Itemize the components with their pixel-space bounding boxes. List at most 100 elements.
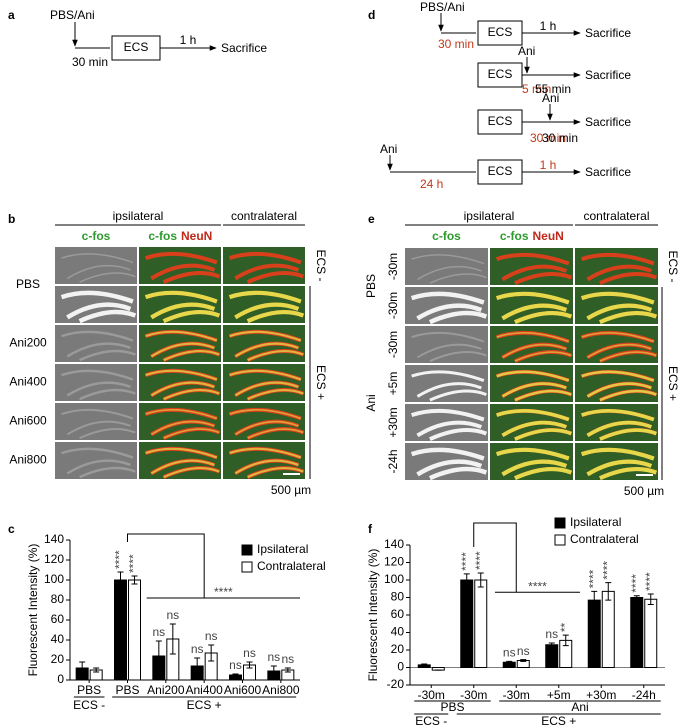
cfos-band [234, 381, 299, 397]
end-label: Sacrifice [221, 41, 267, 55]
error-bar [284, 667, 291, 673]
treatment-label: PBS/Ani [50, 8, 95, 22]
x-tick-label: -30m [503, 688, 530, 702]
cfos-band [228, 290, 302, 304]
row-label: +5m [386, 372, 400, 396]
error-bar [421, 663, 428, 667]
significance-label: ns [281, 652, 294, 666]
x-tick-label: Ani200 [147, 683, 185, 697]
row-label: Ani800 [9, 453, 47, 467]
neun-band [228, 251, 302, 265]
y-tick-label: -20 [387, 677, 405, 691]
stain-label: c-fos [500, 229, 529, 243]
error-bar [591, 590, 598, 610]
cfos-band [163, 466, 220, 479]
cfos-band [501, 459, 568, 477]
legend-swatch [554, 517, 566, 529]
bar [587, 599, 601, 668]
cfos-signal [61, 253, 134, 264]
cfos-band [501, 382, 567, 398]
cfos-band [247, 388, 304, 401]
cfos-band [247, 428, 304, 439]
cfos-signal [417, 265, 482, 281]
cfos-band [587, 343, 652, 359]
bracket-label: **** [214, 585, 233, 599]
row-label: Ani400 [9, 375, 47, 389]
neun-band [144, 251, 218, 265]
header: ipsilateral [464, 209, 515, 223]
ecs-label: ECS [488, 114, 513, 128]
side-label: ECS + [666, 366, 680, 401]
legend-swatch [241, 544, 253, 556]
cfos-band [599, 428, 658, 441]
header: contralateral [583, 209, 649, 223]
x-tick-label: Ani600 [224, 683, 262, 697]
x-tick-label: Ani800 [262, 683, 300, 697]
cfos-band [163, 428, 220, 439]
cfos-signal [66, 264, 131, 280]
significance-label: ns [152, 625, 165, 639]
x-tick-label: +5m [547, 688, 571, 702]
scale-label: 500 µm [624, 484, 664, 498]
y-tick-label: 0 [397, 660, 404, 674]
cfos-band [599, 310, 658, 325]
cfos-band [586, 459, 653, 477]
cfos-band [150, 302, 216, 320]
error-bar [562, 634, 569, 647]
group-label: ECS + [541, 714, 576, 725]
cfos-band [234, 302, 300, 320]
group-label: Ani [364, 394, 378, 411]
error-bar [506, 660, 513, 664]
error-bar [169, 623, 176, 655]
cfos-signal [410, 447, 485, 461]
neun-band [586, 264, 653, 282]
y-axis-label: Fluorescent Intensity (%) [366, 549, 380, 682]
cfos-band [246, 309, 305, 324]
x-tick-label: -30m [418, 688, 445, 702]
cfos-signal [61, 330, 134, 342]
cfos-signal [429, 428, 488, 441]
x-tick-label: PBS [77, 683, 101, 697]
cfos-band [496, 332, 570, 343]
panel-label: c [8, 522, 15, 536]
error-bar [548, 642, 555, 647]
y-tick-label: 140 [44, 532, 64, 546]
bar [644, 598, 658, 668]
y-tick-label: 120 [384, 555, 404, 569]
significance-label: ns [267, 650, 280, 664]
bar [545, 644, 559, 668]
cfos-signal [61, 447, 134, 459]
row-label: -30m [386, 331, 400, 358]
cfos-band [514, 428, 573, 441]
side-label: ECS + [314, 365, 328, 400]
cfos-band [599, 389, 657, 402]
y-tick-label: 100 [384, 572, 404, 586]
bar [601, 590, 615, 668]
bar [114, 579, 127, 681]
cfos-band [229, 409, 302, 420]
cfos-band [247, 349, 304, 362]
bracket-label: **** [528, 579, 547, 593]
delay-label: 24 h [420, 177, 443, 191]
cfos-signal [66, 302, 132, 320]
cfos-band [229, 369, 302, 381]
cfos-band [145, 409, 218, 420]
panel-label: d [368, 8, 375, 22]
cfos-band [581, 332, 655, 343]
interval-label: 1 h [540, 19, 557, 33]
cfos-band [496, 409, 570, 422]
cfos-band [581, 370, 655, 382]
cfos-band [586, 382, 652, 398]
cfos-band [144, 290, 218, 304]
delay-label: 30 min [72, 55, 108, 69]
delay-label: 30 min [438, 37, 474, 51]
group-label: PBS [364, 274, 378, 298]
interval-label: 1 h [540, 158, 557, 172]
significance-label: **** [473, 551, 487, 570]
cfos-signal [66, 459, 131, 475]
ecs-label: ECS [124, 40, 149, 54]
row-label: -30m [386, 292, 400, 319]
cfos-signal [79, 349, 136, 362]
cfos-band [234, 459, 299, 475]
cfos-band [163, 349, 220, 362]
